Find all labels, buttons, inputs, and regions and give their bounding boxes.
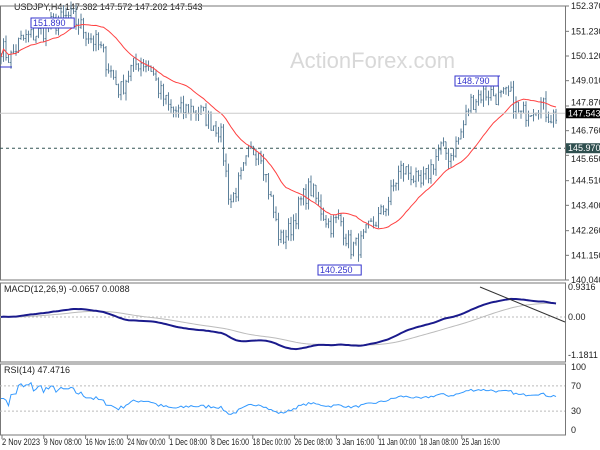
macd-tick-label: -1.1811	[568, 350, 598, 360]
symbol-info: USDJPY,H4 147.382 147.572 147.202 147.54…	[14, 2, 203, 12]
price-tick-label: 144.510	[571, 176, 600, 186]
time-label: 1 Dec 08:00	[169, 437, 207, 447]
macd-panel	[0, 282, 566, 363]
rsi-label: RSI(14) 47.4716	[4, 365, 70, 375]
moving-average-line	[0, 24, 557, 230]
price-tick-label: 149.010	[571, 76, 600, 86]
time-label: 2 Nov 2023	[2, 437, 40, 447]
level-badge	[566, 143, 600, 154]
price-tick-label: 143.400	[571, 200, 600, 210]
time-label: 25 Jan 16:00	[462, 437, 500, 447]
rsi-line	[1, 381, 557, 415]
time-label: 18 Dec 00:00	[253, 437, 291, 447]
price-annotation: 148.790	[457, 76, 490, 86]
price-tick-label: 140.040	[571, 275, 600, 285]
macd-tick-label: 0.9316	[568, 282, 596, 292]
price-tick-label: 150.120	[571, 51, 600, 61]
price-annotation-box	[454, 75, 499, 87]
main-panel	[0, 5, 566, 281]
macd-trendline	[479, 286, 566, 323]
rsi-tick-label: 0	[571, 425, 576, 435]
price-tick-label: 141.150	[571, 250, 600, 260]
time-label: 8 Dec 16:00	[211, 437, 249, 447]
macd-label: MACD(12,26,9) -0.0657 0.0088	[4, 284, 130, 294]
time-label: 18 Jan 08:00	[420, 437, 458, 447]
price-annotation: 151.890	[33, 18, 66, 28]
current-price-badge	[566, 108, 600, 119]
price-annotation: 140.250	[320, 265, 353, 275]
price-tick-label: 142.260	[571, 226, 600, 236]
time-label: 9 Nov 08:00	[44, 437, 82, 447]
time-label: 24 Nov 00:00	[127, 437, 165, 447]
price-tick-label: 152.370	[571, 1, 600, 11]
price-tick-label: 146.760	[571, 126, 600, 136]
time-label: 16 Nov 16:00	[86, 437, 124, 447]
level-label: 145.970	[568, 143, 600, 153]
rsi-tick-label: 70	[571, 381, 581, 391]
price-tick-label: 147.870	[571, 97, 600, 107]
rsi-tick-label: 100	[571, 362, 586, 372]
rsi-tick-label: 30	[571, 406, 581, 416]
rsi-panel	[0, 363, 566, 436]
macd-line	[0, 297, 557, 351]
time-label: 11 Jan 00:00	[378, 437, 416, 447]
time-label: 26 Dec 08:00	[295, 437, 333, 447]
price-tick-label: 145.650	[571, 154, 600, 164]
time-label: 3 Jan 16:00	[336, 437, 374, 447]
price-annotation-box	[30, 17, 75, 29]
watermark: ActionForex.com	[290, 48, 455, 73]
price-annotation-box	[317, 264, 362, 276]
current-price-label: 147.543	[568, 108, 600, 118]
macd-tick-label: 0.00	[568, 312, 586, 322]
price-tick-label: 151.230	[571, 26, 600, 36]
